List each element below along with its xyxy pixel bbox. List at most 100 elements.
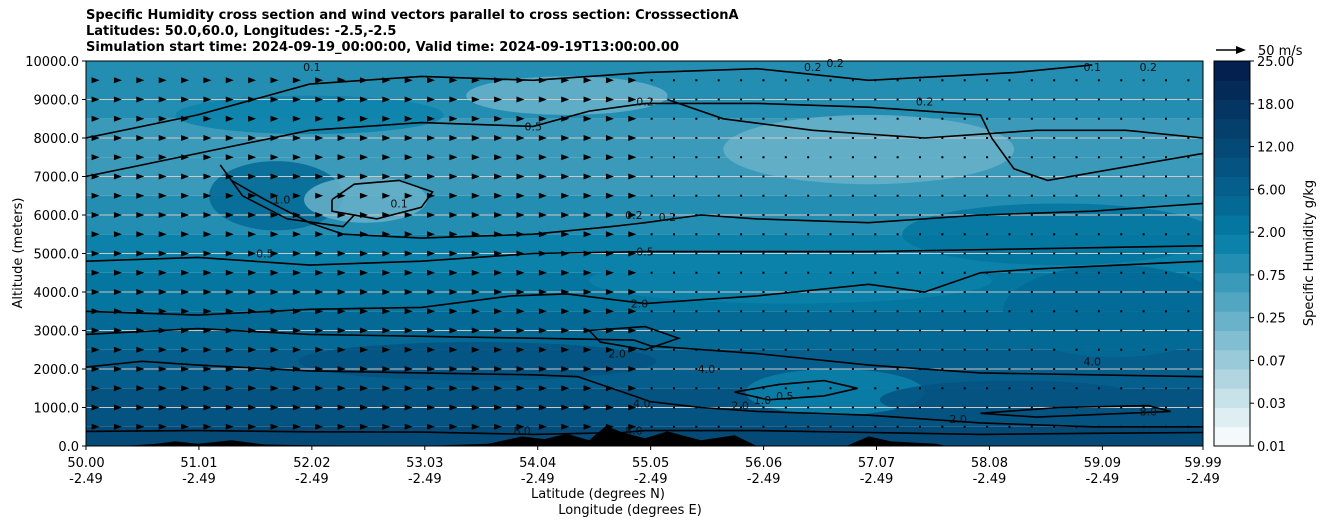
wind-vector bbox=[113, 115, 122, 122]
wind-vector bbox=[1075, 137, 1078, 139]
wind-vector bbox=[181, 308, 190, 315]
wind-vector bbox=[337, 366, 346, 372]
wind-vector bbox=[1030, 348, 1033, 351]
x-tick-label-lat: 57.07 bbox=[858, 456, 895, 471]
wind-vector bbox=[605, 135, 614, 141]
wind-vector bbox=[561, 269, 570, 276]
wind-vector bbox=[829, 79, 832, 82]
wind-vector bbox=[471, 212, 480, 218]
colorbar-swatch bbox=[1214, 292, 1250, 312]
wind-vector bbox=[784, 310, 787, 313]
wind-vector bbox=[494, 404, 503, 411]
wind-vector bbox=[1142, 387, 1145, 390]
wind-vector bbox=[851, 425, 854, 428]
wind-vector bbox=[516, 404, 525, 411]
x-tick-label-lon: -2.49 bbox=[69, 472, 103, 487]
wind-vector bbox=[91, 327, 100, 334]
wind-vector bbox=[986, 291, 989, 293]
wind-vector bbox=[158, 346, 167, 353]
wind-vector bbox=[650, 233, 653, 236]
wind-vector bbox=[1097, 291, 1100, 293]
wind-vector bbox=[851, 137, 854, 139]
wind-vector bbox=[248, 173, 257, 180]
wind-vector bbox=[1053, 79, 1056, 82]
wind-vector bbox=[583, 366, 592, 372]
wind-vector bbox=[986, 98, 989, 101]
wind-vector bbox=[315, 77, 324, 84]
wind-vector bbox=[874, 117, 877, 120]
wind-vector bbox=[203, 327, 212, 334]
wind-vector bbox=[1075, 79, 1078, 82]
wind-vector bbox=[605, 192, 614, 199]
wind-vector bbox=[740, 137, 743, 139]
wind-vector bbox=[986, 175, 989, 178]
colorbar-swatch bbox=[1214, 195, 1250, 216]
wind-vector bbox=[1030, 368, 1033, 370]
wind-vector bbox=[650, 329, 653, 332]
wind-vector bbox=[717, 348, 720, 351]
wind-vector bbox=[874, 252, 877, 255]
contour-label: 2.0 bbox=[631, 298, 649, 311]
wind-vector bbox=[427, 404, 436, 411]
wind-vector bbox=[1142, 137, 1145, 139]
wind-vector bbox=[874, 194, 877, 197]
wind-vector bbox=[1053, 233, 1056, 236]
wind-vector bbox=[181, 385, 190, 392]
wind-vector bbox=[315, 404, 324, 411]
wind-vector bbox=[382, 289, 391, 295]
wind-vector bbox=[762, 329, 765, 332]
wind-vector bbox=[1053, 252, 1056, 255]
wind-vector bbox=[471, 192, 480, 199]
wind-vector bbox=[583, 289, 592, 295]
wind-vector bbox=[1187, 425, 1190, 428]
wind-vector bbox=[1053, 406, 1056, 409]
wind-vector bbox=[1187, 175, 1190, 178]
wind-vector bbox=[113, 250, 122, 257]
wind-vector bbox=[158, 96, 167, 103]
wind-vector bbox=[292, 77, 301, 84]
wind-vector bbox=[605, 173, 614, 180]
wind-vector bbox=[583, 173, 592, 180]
wind-vector bbox=[583, 308, 592, 315]
contour-line bbox=[588, 325, 682, 351]
wind-vector bbox=[382, 366, 391, 372]
wind-vector bbox=[494, 192, 503, 199]
wind-vector bbox=[248, 269, 257, 276]
wind-vector bbox=[225, 173, 234, 180]
wind-vector bbox=[136, 423, 145, 430]
x-tick-label-lon: -2.49 bbox=[860, 472, 894, 487]
wind-vector bbox=[740, 252, 743, 255]
wind-vector bbox=[851, 387, 854, 390]
wind-vector bbox=[337, 404, 346, 411]
wind-vector bbox=[427, 77, 436, 84]
wind-vector bbox=[918, 214, 921, 216]
wind-vector bbox=[181, 192, 190, 199]
wind-vector bbox=[91, 385, 100, 392]
wind-vector bbox=[1120, 233, 1123, 236]
wind-vector bbox=[695, 79, 698, 82]
wind-vector bbox=[673, 79, 676, 82]
wind-vector bbox=[248, 327, 257, 334]
wind-vector bbox=[918, 252, 921, 255]
contour-label: 0.1 bbox=[1084, 61, 1102, 74]
wind-vector bbox=[874, 175, 877, 178]
wind-vector bbox=[1187, 291, 1190, 293]
y-tick-label: 4000.0 bbox=[34, 286, 80, 301]
wind-vector bbox=[561, 192, 570, 199]
wind-vector bbox=[963, 79, 966, 82]
wind-vector bbox=[605, 366, 614, 372]
wind-vector bbox=[471, 77, 480, 84]
contour-line bbox=[86, 260, 1203, 316]
wind-vector bbox=[561, 366, 570, 372]
wind-vector bbox=[807, 79, 810, 82]
wind-vector bbox=[807, 252, 810, 255]
wind-vector bbox=[1097, 214, 1100, 216]
wind-vector bbox=[874, 348, 877, 351]
wind-vector bbox=[918, 368, 921, 370]
wind-vector bbox=[1120, 406, 1123, 409]
wind-vector bbox=[516, 366, 525, 372]
wind-vector bbox=[292, 423, 301, 430]
wind-vector bbox=[270, 212, 279, 218]
wind-vector bbox=[851, 233, 854, 236]
wind-vector bbox=[337, 154, 346, 161]
